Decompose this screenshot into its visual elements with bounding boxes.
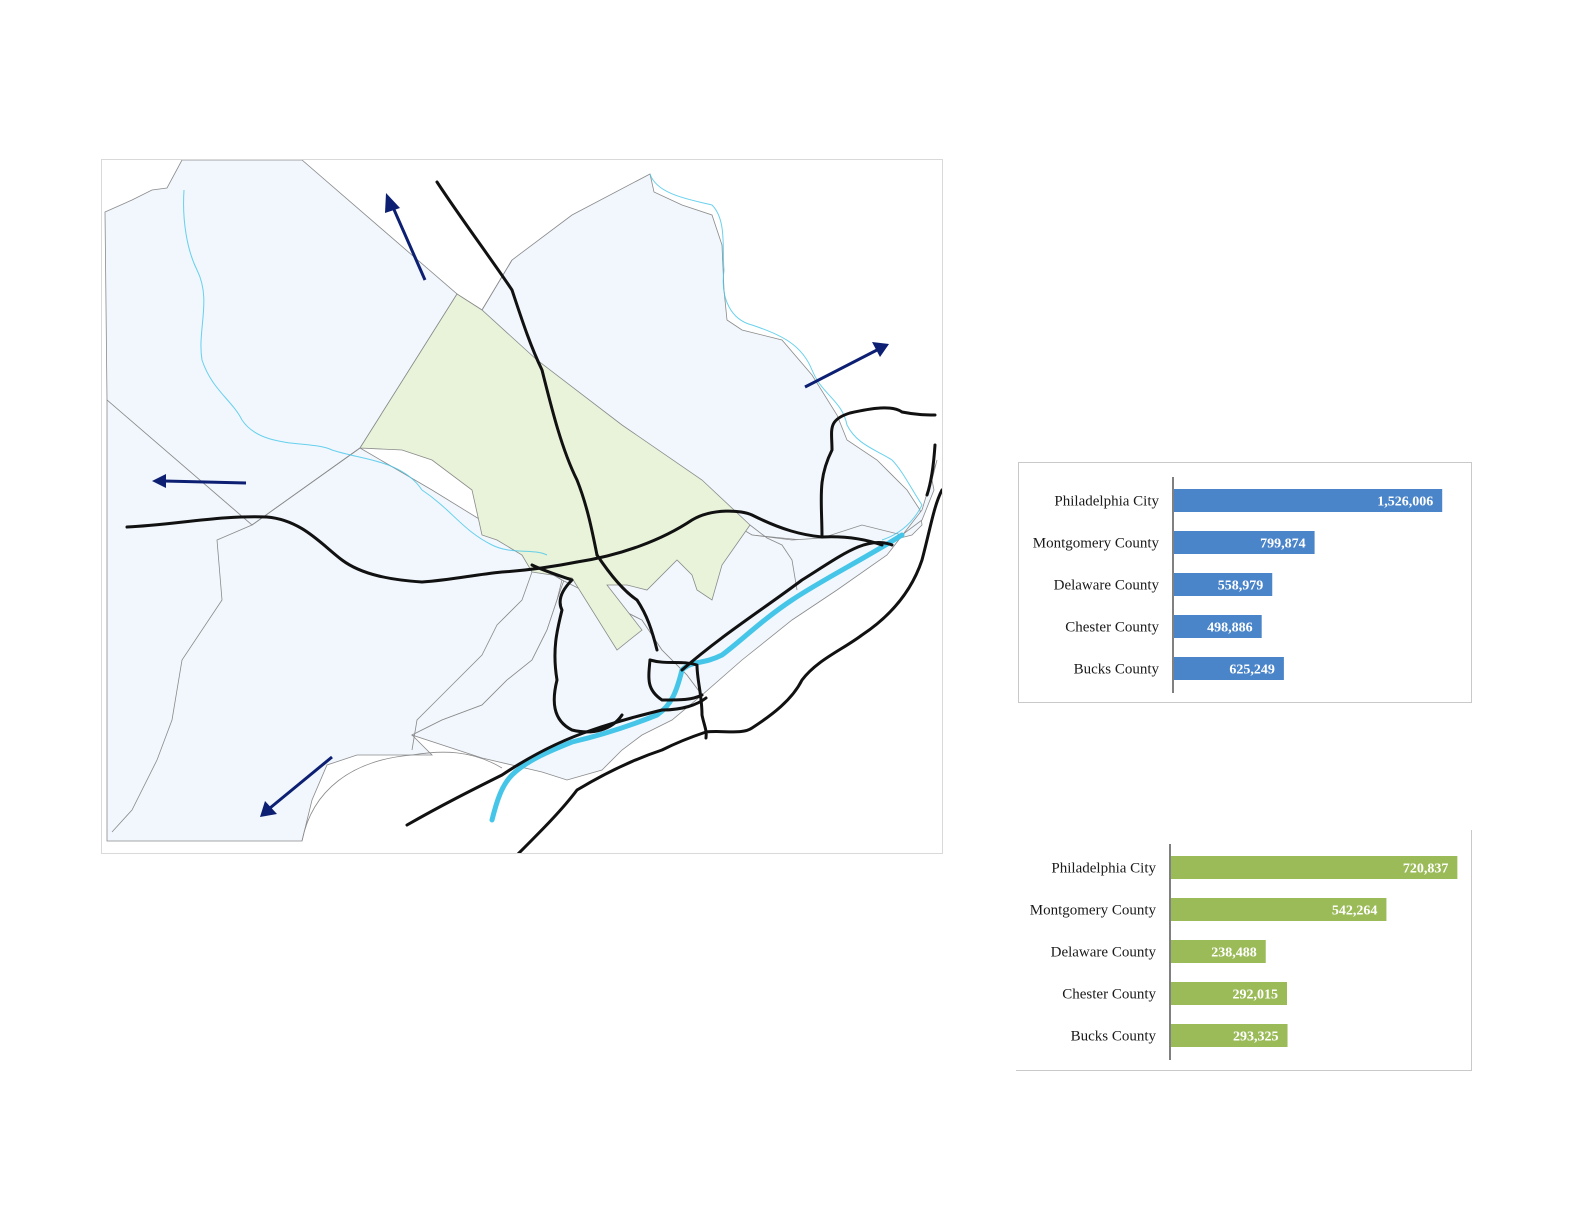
map-highway [925,443,937,497]
map-boundary [411,571,533,751]
bar-chart-blue: Philadelphia City 1,526,006 Montgomery Cou… [1018,462,1472,703]
chart-category-label: Delaware County [1051,945,1157,961]
chart-category-label: Chester County [1065,620,1159,636]
chart-bar [1174,657,1284,680]
map-highway [405,696,708,827]
map-boundary [301,754,413,842]
map-arrow-southwest-icon [260,755,333,817]
map-boundary [411,751,503,769]
bar-chart-blue-svg: Philadelphia City 1,526,006 Montgomery Cou… [1033,477,1443,693]
chart-value-label: 720,837 [1403,862,1449,877]
chart-value-label: 498,886 [1207,621,1253,636]
map-highway [516,488,942,853]
chart-category-label: Philadelphia City [1051,861,1156,877]
chart-value-label: 238,488 [1211,946,1257,961]
chart-category-label: Montgomery County [1030,903,1157,919]
chart-value-label: 293,325 [1233,1030,1279,1045]
chart-value-label: 625,249 [1229,663,1275,678]
map-highway [435,180,599,557]
chart-category-label: Chester County [1062,987,1156,1003]
map-highway [648,658,708,740]
map-svg [104,160,942,853]
chart-bar [1174,615,1262,638]
map-river [183,189,548,556]
map-highway [595,553,659,652]
chart-category-label: Delaware County [1054,578,1160,594]
map-arrow-north-icon [385,193,427,281]
bar-chart-green: Philadelphia City 720,837 Montgomery Count… [1016,830,1472,1071]
region-map [101,159,943,854]
chart-value-label: 799,874 [1260,537,1306,552]
chart-bar [1174,573,1273,596]
map-highway [575,509,884,564]
chart-bar [1171,940,1266,963]
chart-bar [1174,531,1315,554]
chart-bar [1171,1024,1288,1047]
bar-chart-green-svg: Philadelphia City 720,837 Montgomery Count… [1030,844,1458,1060]
chart-value-label: 292,015 [1233,988,1279,1003]
map-highway [530,563,624,734]
chart-bar [1171,898,1387,921]
chart-category-label: Bucks County [1071,1029,1157,1045]
map-boundary [749,524,798,591]
chart-bar [1171,982,1288,1005]
chart-value-label: 558,979 [1218,579,1264,594]
chart-category-label: Philadelphia City [1054,494,1159,510]
chart-bar [1174,489,1443,512]
map-river [649,173,923,541]
map-arrow-west-icon [152,474,247,488]
chart-value-label: 1,526,006 [1377,495,1433,510]
chart-bar [1171,856,1458,879]
map-arrow-northeast-icon [804,342,889,389]
map-boundary [111,447,361,833]
map-region-focus [359,293,751,651]
map-boundary [481,259,513,311]
map-highway [647,658,704,702]
chart-category-label: Montgomery County [1033,536,1160,552]
chart-category-label: Bucks County [1074,662,1160,678]
map-highway [819,406,937,539]
map-river [489,532,905,823]
chart-value-label: 542,264 [1332,904,1378,919]
map-highway [680,540,894,672]
map-highway [125,515,579,584]
